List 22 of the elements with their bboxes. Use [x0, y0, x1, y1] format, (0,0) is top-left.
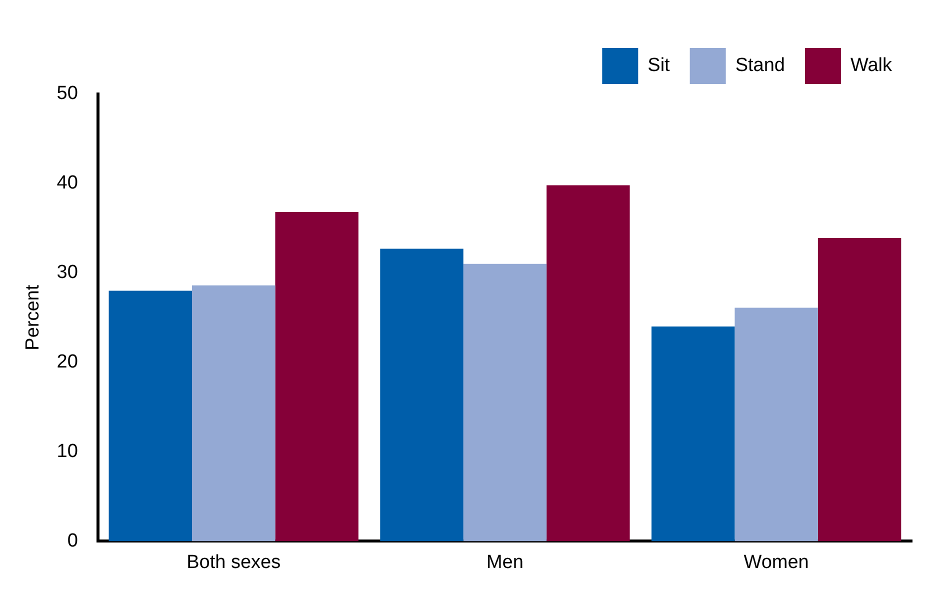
- bar: [546, 185, 630, 542]
- y-tick-label: 20: [56, 352, 78, 373]
- y-axis-title: Percent: [22, 284, 44, 350]
- y-tick-label: 50: [56, 83, 78, 104]
- x-tick-label: Women: [744, 552, 809, 573]
- x-tick-label: Both sexes: [186, 552, 281, 573]
- y-tick-label: 40: [56, 172, 78, 194]
- y-tick-label: 10: [56, 440, 78, 462]
- legend-label: Sit: [648, 55, 671, 76]
- bar: [275, 212, 358, 542]
- y-tick-label: 0: [67, 530, 78, 552]
- bar: [734, 308, 818, 542]
- bar: [380, 248, 464, 542]
- legend-label: Walk: [850, 55, 892, 76]
- legend-label: Stand: [735, 55, 785, 76]
- bar: [818, 238, 902, 542]
- bar: [463, 264, 547, 542]
- y-tick-label: 30: [56, 262, 78, 284]
- bar: [192, 285, 276, 542]
- bar: [652, 326, 735, 542]
- x-tick-label: Men: [486, 552, 524, 573]
- bar: [108, 290, 192, 542]
